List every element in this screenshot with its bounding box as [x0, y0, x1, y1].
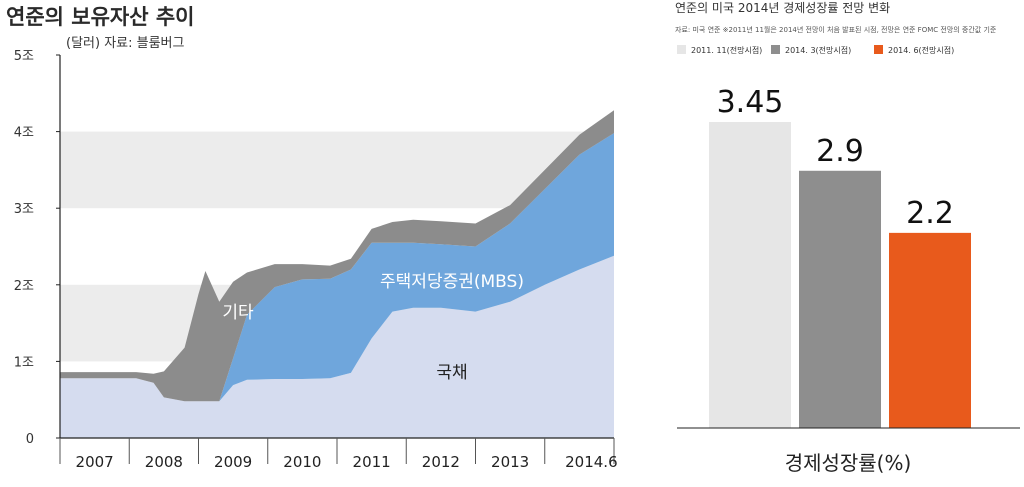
x-tick-label: 2012 [422, 453, 460, 471]
bar [889, 232, 971, 428]
legend-label: 2014. 6(전망시점) [888, 45, 954, 55]
y-axis: 0 1조 2조 3조 4조 5조 [14, 49, 61, 447]
legend: 2011. 11(전망시점) 2014. 3(전망시점) 2014. 6(전망시점) [677, 45, 954, 55]
area-series [60, 110, 614, 438]
bar [799, 170, 881, 429]
bar-value-label: 2.2 [906, 196, 954, 231]
bar-value-label: 3.45 [717, 85, 784, 120]
legend-swatch [771, 45, 780, 54]
y-tick-label: 3조 [14, 202, 34, 217]
x-axis: 2007 2008 2009 2010 2011 2012 2013 2014.6 [59, 437, 618, 471]
left-chart-title: 연준의 보유자산 추이 [6, 5, 195, 29]
asset-area-chart: 연준의 보유자산 추이 (달러) 자료: 블룸버그 0 1조 2조 3조 4조 5조 20… [6, 5, 618, 471]
series-label: 국채 [436, 363, 467, 383]
y-tick-label: 0 [26, 432, 34, 447]
x-tick-label: 2013 [491, 453, 529, 471]
area-series-0 [60, 255, 614, 438]
y-tick-label: 1조 [14, 355, 34, 370]
legend-swatch [874, 45, 883, 54]
legend-label: 2011. 11(전망시점) [691, 45, 762, 55]
legend-swatch [677, 45, 686, 54]
x-tick-label: 2007 [76, 453, 114, 471]
bar [709, 122, 791, 428]
left-chart-subtitle: (달러) 자료: 블룸버그 [66, 36, 185, 51]
right-chart-xlabel: 경제성장률(%) [785, 451, 912, 475]
right-chart-note: 자료: 미국 연준 ※2011년 11월은 2014년 전망이 처음 발표된 시… [675, 25, 997, 34]
area-series-1 [60, 133, 614, 402]
bar-value-label: 2.9 [816, 134, 864, 169]
x-tick-label: 2010 [283, 453, 321, 471]
x-tick-label: 2008 [145, 453, 183, 471]
x-tick-label: 2011 [353, 453, 391, 471]
bars: 3.45 2.9 2.2 [709, 85, 971, 429]
series-labels: 국채 주택저당증권(MBS) 기타 [222, 272, 524, 383]
series-label: 주택저당증권(MBS) [380, 272, 524, 292]
y-tick-label: 4조 [14, 126, 34, 141]
growth-bar-chart: 연준의 미국 2014년 경제성장률 전망 변화 자료: 미국 연준 ※2011… [675, 1, 1020, 475]
series-label: 기타 [222, 303, 254, 323]
x-tick-label: 2014.6 [565, 453, 618, 471]
right-chart-title: 연준의 미국 2014년 경제성장률 전망 변화 [675, 1, 890, 15]
y-tick-label: 2조 [14, 279, 34, 294]
y-tick-label: 5조 [14, 49, 34, 64]
legend-label: 2014. 3(전망시점) [785, 45, 851, 55]
x-tick-label: 2009 [214, 453, 252, 471]
area-series-2 [60, 110, 614, 402]
